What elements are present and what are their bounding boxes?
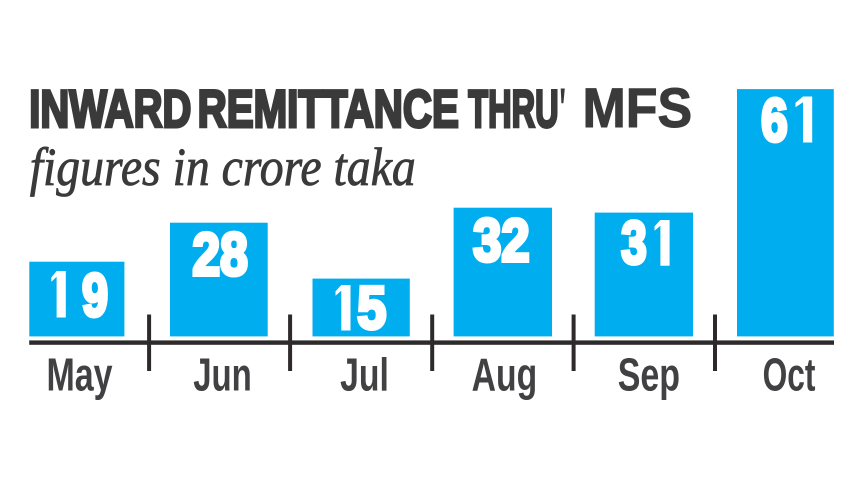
svg-text:Aug: Aug bbox=[472, 348, 538, 400]
svg-text:6: 6 bbox=[761, 88, 788, 154]
svg-text:5: 5 bbox=[357, 274, 386, 341]
svg-text:INWARD: INWARD bbox=[29, 78, 191, 138]
svg-text:Oct: Oct bbox=[763, 350, 816, 401]
svg-text:figures in crore taka: figures in crore taka bbox=[30, 138, 416, 197]
svg-text:Jun: Jun bbox=[193, 350, 252, 401]
svg-text:REMITTANCE: REMITTANCE bbox=[198, 80, 459, 140]
svg-text:MFS: MFS bbox=[583, 77, 693, 139]
svg-text:Jul: Jul bbox=[340, 348, 389, 400]
svg-text:32: 32 bbox=[473, 207, 529, 274]
svg-text:May: May bbox=[46, 348, 113, 400]
svg-text:3: 3 bbox=[621, 211, 646, 277]
svg-text:THRU: THRU bbox=[468, 80, 558, 139]
svg-text:9: 9 bbox=[82, 263, 108, 330]
svg-text:28: 28 bbox=[192, 221, 247, 288]
svg-text:Sep: Sep bbox=[618, 348, 680, 400]
